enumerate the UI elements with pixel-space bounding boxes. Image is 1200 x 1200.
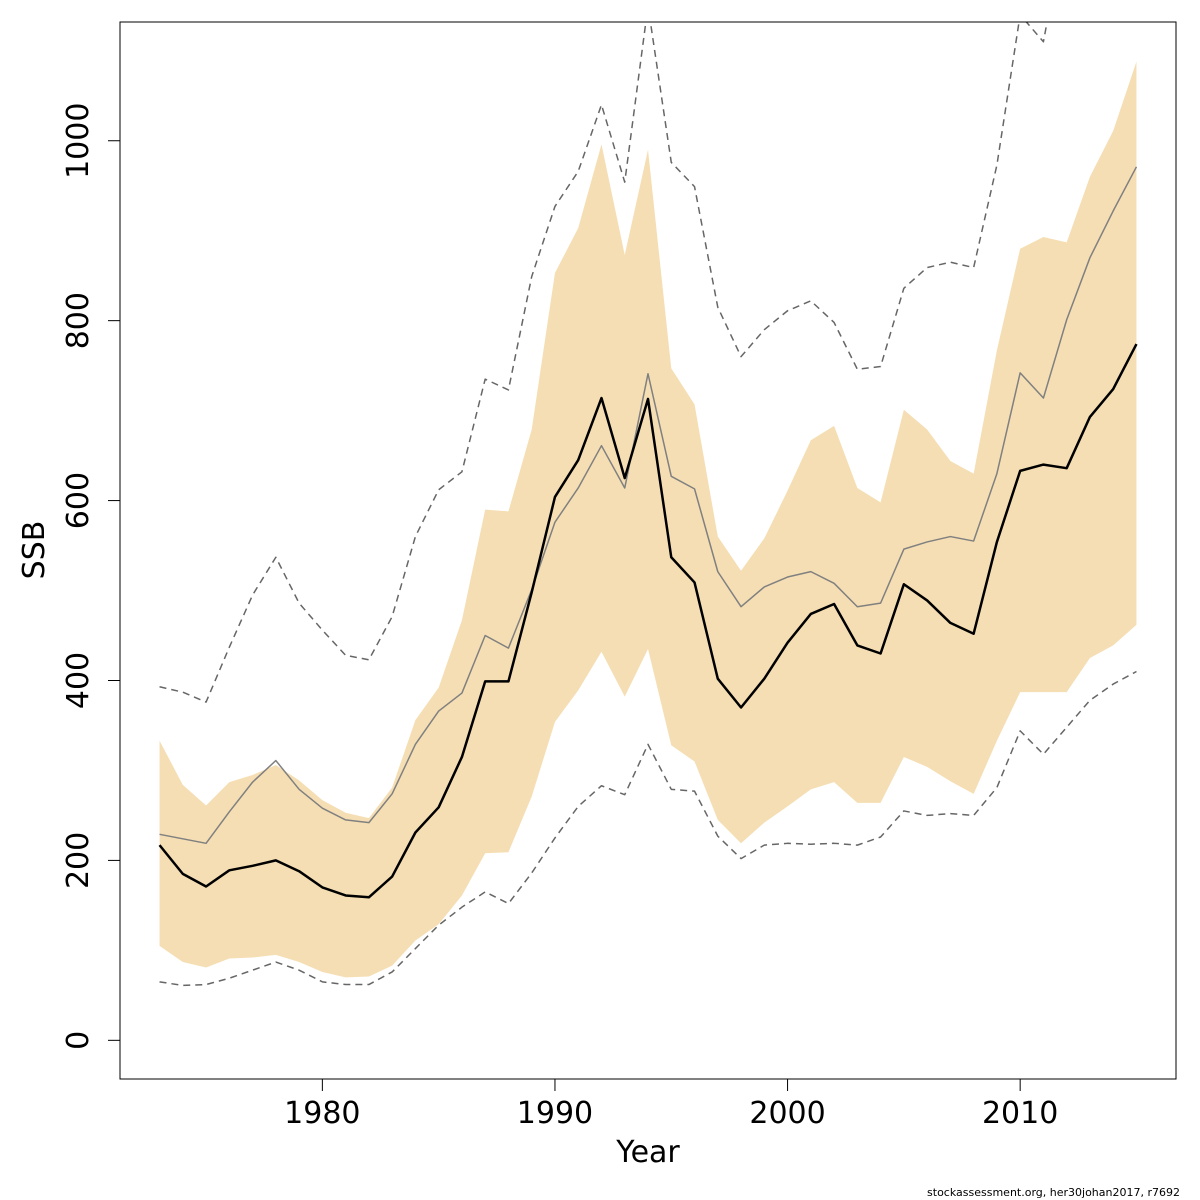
confidence-band <box>159 61 1137 978</box>
series-line <box>158 343 1138 899</box>
y-tick-label: 200 <box>61 832 96 889</box>
interval-line <box>159 670 1137 987</box>
plot-frame <box>119 21 1177 1080</box>
y-tick-label: 400 <box>61 652 96 709</box>
x-tick-label: 1990 <box>517 1096 593 1131</box>
plot-area <box>158 22 1138 987</box>
y-tick-label: 800 <box>61 292 96 349</box>
y-tick-label: 1000 <box>61 103 96 179</box>
series-line <box>159 166 1138 845</box>
y-tick-label: 0 <box>61 1031 96 1050</box>
x-tick-label: 2000 <box>749 1096 825 1131</box>
x-axis-label: Year <box>615 1135 680 1170</box>
y-tick-label: 600 <box>61 472 96 529</box>
y-axis-label: SSB <box>17 521 52 580</box>
x-tick-label: 2010 <box>982 1096 1058 1131</box>
x-tick-label: 1980 <box>284 1096 360 1131</box>
footnote: stockassessment.org, her30johan2017, r76… <box>927 1186 1180 1199</box>
